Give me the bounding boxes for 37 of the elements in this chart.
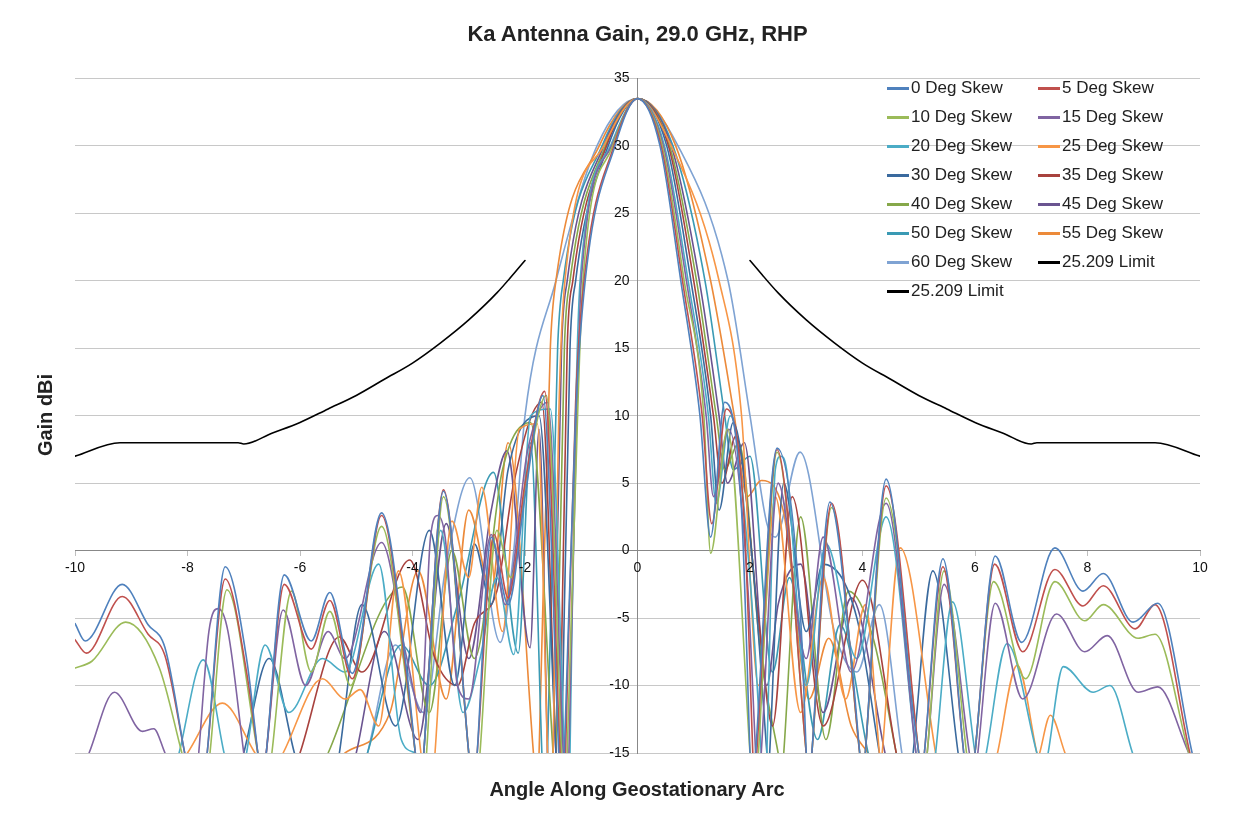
y-tick-label: 15 [613, 339, 630, 356]
x-tick-label: -8 [181, 559, 194, 576]
y-tick-label: -15 [609, 743, 630, 760]
legend-label: 40 Deg Skew [911, 194, 1013, 214]
legend-label: 45 Deg Skew [1062, 194, 1164, 214]
legend-label: 25 Deg Skew [1062, 136, 1164, 156]
y-axis-title: Gain dBi [33, 373, 57, 457]
legend-label: 30 Deg Skew [911, 165, 1013, 185]
y-tick-label: -5 [617, 608, 630, 625]
chart-title: Ka Antenna Gain, 29.0 GHz, RHP [467, 21, 808, 47]
y-tick-label: 5 [621, 474, 630, 491]
x-tick-label: 10 [1192, 559, 1208, 576]
legend-label: 25.209 Limit [911, 281, 1004, 301]
legend-label: 35 Deg Skew [1062, 165, 1164, 185]
y-tick-label: 0 [621, 541, 630, 558]
x-axis-title: Angle Along Geostationary Arc [489, 778, 785, 801]
y-tick-label: 20 [613, 271, 630, 288]
legend-label: 5 Deg Skew [1062, 78, 1154, 98]
legend-label: 20 Deg Skew [911, 136, 1013, 156]
legend-label: 25.209 Limit [1062, 252, 1155, 272]
x-tick-label: 0 [633, 559, 642, 576]
legend-label: 15 Deg Skew [1062, 107, 1164, 127]
legend-label: 55 Deg Skew [1062, 223, 1164, 243]
legend-label: 0 Deg Skew [911, 78, 1003, 98]
x-tick-label: 6 [971, 559, 980, 576]
legend-label: 50 Deg Skew [911, 223, 1013, 243]
x-tick-label: 4 [858, 559, 867, 576]
x-tick-label: 8 [1083, 559, 1092, 576]
legend-label: 60 Deg Skew [911, 252, 1013, 272]
line-series [75, 259, 526, 457]
x-tick-label: -6 [293, 559, 307, 576]
y-tick-label: -10 [609, 676, 630, 693]
y-tick-label: 25 [613, 204, 630, 221]
x-tick-label: -10 [64, 559, 86, 576]
y-tick-label: 35 [613, 69, 630, 86]
y-tick-label: 10 [613, 406, 630, 423]
legend-label: 10 Deg Skew [911, 107, 1013, 127]
